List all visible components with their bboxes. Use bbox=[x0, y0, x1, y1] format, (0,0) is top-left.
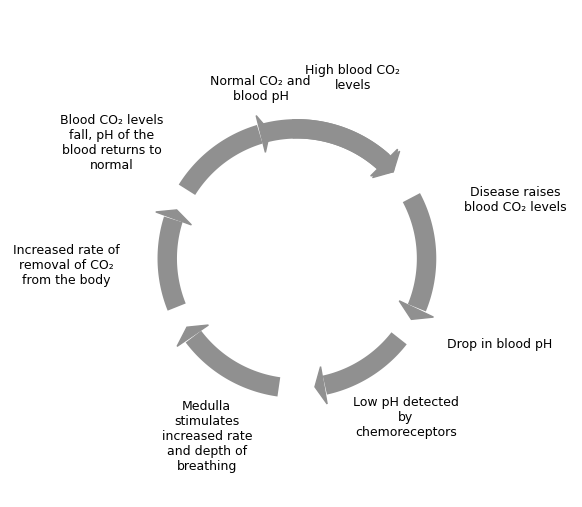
Text: Medulla
stimulates
increased rate
and depth of
breathing: Medulla stimulates increased rate and de… bbox=[162, 400, 252, 473]
Text: Increased rate of
removal of CO₂
from the body: Increased rate of removal of CO₂ from th… bbox=[13, 244, 120, 287]
Polygon shape bbox=[256, 116, 270, 152]
Polygon shape bbox=[156, 210, 191, 225]
Polygon shape bbox=[371, 149, 398, 176]
Polygon shape bbox=[177, 325, 208, 346]
Polygon shape bbox=[315, 367, 327, 404]
Polygon shape bbox=[399, 301, 434, 319]
Polygon shape bbox=[372, 151, 400, 177]
Text: Drop in blood pH: Drop in blood pH bbox=[447, 338, 552, 351]
Text: High blood CO₂
levels: High blood CO₂ levels bbox=[306, 64, 400, 92]
Text: Low pH detected
by
chemoreceptors: Low pH detected by chemoreceptors bbox=[353, 396, 459, 439]
Text: Blood CO₂ levels
fall, pH of the
blood returns to
normal: Blood CO₂ levels fall, pH of the blood r… bbox=[61, 114, 164, 172]
Text: Disease raises
blood CO₂ levels: Disease raises blood CO₂ levels bbox=[464, 186, 567, 214]
Text: Normal CO₂ and
blood pH: Normal CO₂ and blood pH bbox=[210, 75, 311, 103]
